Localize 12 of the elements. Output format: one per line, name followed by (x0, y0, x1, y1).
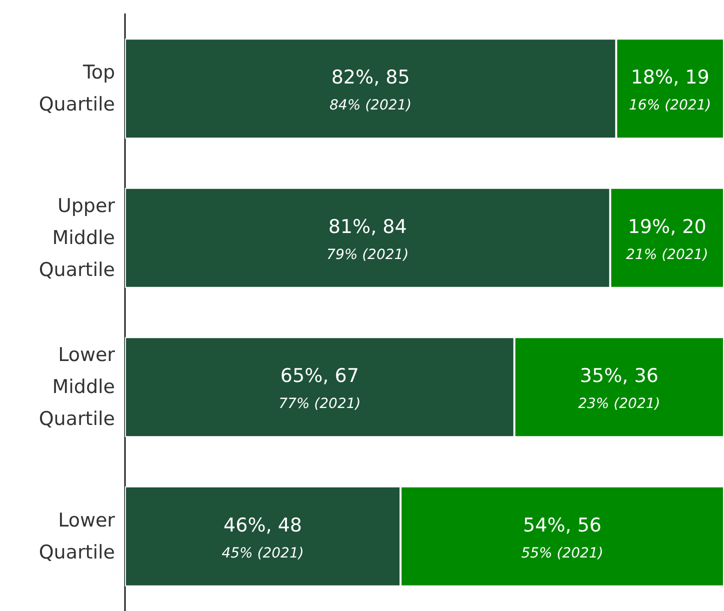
y-tick-label: Lower Quartile (38, 509, 116, 564)
data-label: 81%, 84 79% (2021) (326, 216, 409, 263)
data-label: 82%, 85 84% (2021) (330, 66, 412, 114)
y-tick-label: Top Quartile (38, 62, 115, 116)
data-label: 19%, 20 21% (2021) (626, 216, 708, 263)
data-label: 18%, 19 16% (2021) (629, 66, 712, 114)
data-label: 65%, 67 77% (2021) (278, 365, 361, 412)
y-tick-label: Lower Middle Quartile (38, 344, 116, 430)
data-label: 46%, 48 45% (2021) (222, 514, 304, 562)
data-label: 35%, 36 23% (2021) (578, 365, 660, 412)
y-tick-label: Upper Middle Quartile (38, 194, 116, 281)
data-label: 54%, 56 55% (2021) (521, 514, 604, 562)
